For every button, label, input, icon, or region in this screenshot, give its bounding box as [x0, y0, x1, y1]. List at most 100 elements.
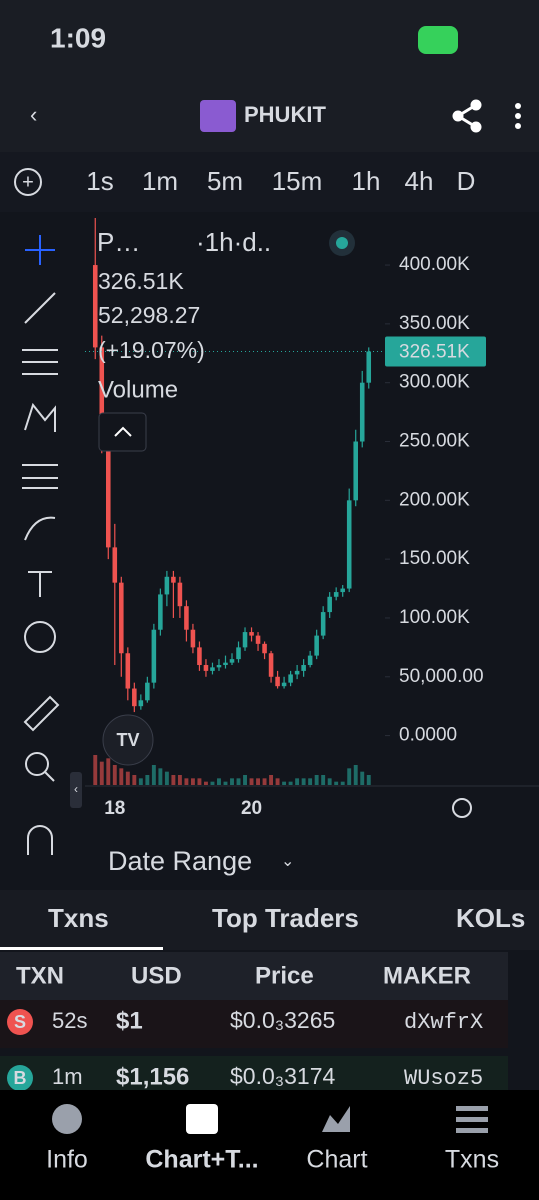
timeframe[interactable]: 1s [86, 166, 113, 196]
nav-labels: Info Chart+T... Chart Txns [46, 1146, 499, 1174]
last-price-tag [385, 336, 486, 367]
battery [418, 26, 458, 54]
legend-change: 52,298.27 [98, 302, 200, 328]
column-header[interactable]: Price [255, 962, 314, 989]
candle-body [340, 588, 345, 593]
tab[interactable]: Top Traders [212, 903, 359, 933]
y-tick-label: 50,000.00 [399, 666, 484, 687]
column-header[interactable]: MAKER [383, 962, 471, 989]
tradingview-mark: TV [116, 730, 139, 750]
volume-bar [99, 761, 104, 785]
y-tick-label: 0.0000 [399, 725, 457, 746]
nav-label[interactable]: Txns [445, 1146, 499, 1174]
candle-body [138, 700, 144, 707]
maker[interactable]: WUsoz5 [404, 1066, 483, 1091]
active-tab-underline [0, 947, 163, 950]
add-indicator[interactable] [14, 168, 42, 196]
candle-body [255, 635, 261, 644]
timeframe[interactable]: 1h [352, 166, 381, 196]
timeframe[interactable]: 15m [272, 166, 323, 196]
nav-label[interactable]: Chart [306, 1146, 367, 1174]
candle-body [190, 629, 196, 648]
volume-bar [340, 781, 345, 785]
column-header[interactable]: USD [131, 962, 182, 989]
candle-body [307, 655, 313, 666]
candle-body [184, 606, 189, 630]
candle-body [353, 441, 358, 501]
candle-body [268, 653, 274, 677]
volume-bar [308, 778, 313, 785]
volume-bar [106, 758, 111, 785]
nav-label[interactable]: Chart+T... [145, 1146, 258, 1174]
candle-body [249, 632, 254, 636]
candle-body [242, 632, 248, 648]
y-tick-label: 150.00K [399, 548, 470, 569]
volume-bar [151, 765, 156, 785]
side-badge [7, 1009, 33, 1035]
timeframe[interactable]: 5m [207, 166, 243, 196]
candle-body [262, 643, 267, 654]
side-letter: S [14, 1012, 26, 1032]
date-range[interactable]: Date Range [108, 846, 252, 876]
volume-bar [236, 778, 241, 785]
candle-body [210, 667, 215, 671]
header-title: PHUKIT [244, 102, 326, 127]
volume-bar [288, 781, 293, 785]
volume-bar [249, 778, 254, 785]
y-tick-label: 200.00K [399, 489, 470, 510]
volume-bar [353, 765, 358, 785]
tradingview-logo [102, 714, 154, 766]
volume-bar [282, 781, 287, 785]
volume-bar [360, 771, 365, 785]
nav-label[interactable]: Info [46, 1146, 88, 1174]
candle-body [119, 582, 124, 654]
candle-body [177, 582, 183, 607]
collapse-toolbar[interactable] [70, 772, 82, 808]
candle-body [151, 629, 157, 683]
settings-button[interactable] [452, 798, 472, 818]
volume-bar [171, 775, 176, 785]
candle-body [145, 682, 150, 701]
y-tick-label: 100.00K [399, 607, 470, 628]
volume-bar [366, 775, 371, 785]
maker[interactable]: dXwfrX [404, 1010, 483, 1035]
y-tick-label: 400.00K [399, 254, 470, 275]
legend-price: 326.51K [98, 268, 184, 294]
tab[interactable]: KOLs [456, 903, 525, 933]
candle-body [229, 659, 235, 663]
legend-study: Volume [98, 376, 178, 403]
timeframe[interactable]: 4h [405, 166, 434, 196]
transactions-table: TXN USD Price MAKER S 52s $1 $0.0₃3265 dXwfrX B 1m… [0, 952, 508, 1104]
volume-bar [197, 778, 202, 785]
side-letter: B [14, 1068, 27, 1088]
volume-bar [164, 771, 169, 785]
volume-bar [230, 778, 234, 785]
timeframe[interactable]: 1m [142, 166, 178, 196]
column-header[interactable]: TXN [16, 962, 64, 989]
candle-body [294, 670, 300, 675]
token-logo [200, 100, 236, 132]
candle-body [320, 612, 326, 636]
volume-bar [184, 778, 189, 785]
last-price-label: 326.51K [399, 342, 470, 363]
volume-bar [275, 778, 280, 785]
tabs-bar [0, 890, 539, 950]
x-tick-label: 18 [104, 798, 125, 819]
nav-icon [456, 1106, 488, 1133]
tab[interactable]: Txns [48, 903, 109, 933]
more-button[interactable] [515, 103, 521, 129]
time-axis: 18 20 [104, 798, 262, 819]
candle-body [203, 665, 209, 671]
status-time: 1:09 [50, 22, 106, 53]
timeframe[interactable]: D [457, 166, 476, 196]
back-button[interactable]: ‹ [30, 102, 37, 127]
status-dot [336, 237, 348, 249]
volume-bar [112, 765, 117, 785]
volume-bar [301, 778, 306, 785]
volume-bar [262, 778, 267, 785]
share-button[interactable] [452, 99, 482, 133]
volume-bar [334, 781, 339, 785]
collapse-legend[interactable] [98, 412, 147, 452]
volume-bar [347, 768, 352, 785]
